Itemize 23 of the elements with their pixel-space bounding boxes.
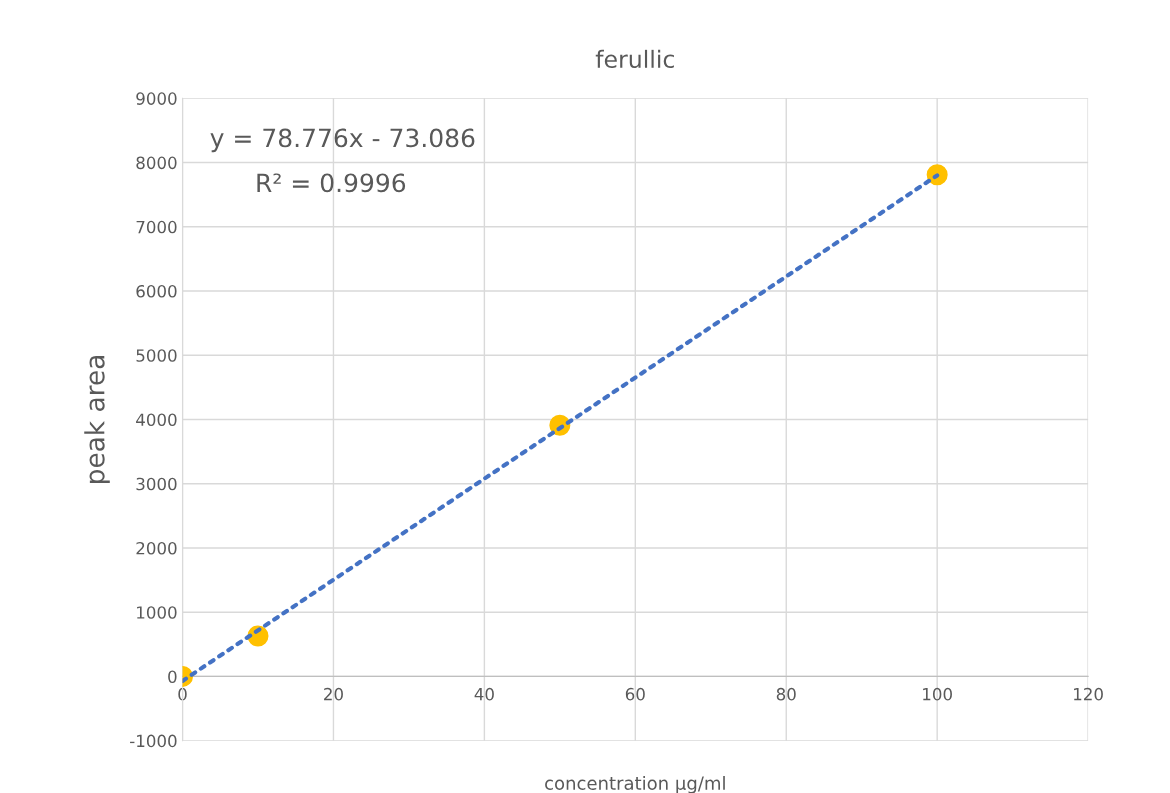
x-tick-label: 100 <box>923 687 952 701</box>
y-tick-label: 2000 <box>136 541 177 555</box>
x-tick-label: 60 <box>625 687 645 701</box>
y-tick-label: 7000 <box>136 220 177 234</box>
y-tick-label: 6000 <box>136 284 177 298</box>
x-tick-label: 0 <box>178 687 187 701</box>
x-tick-label: 20 <box>324 687 343 701</box>
annotation: y = 78.776x - 73.086 <box>210 128 475 153</box>
chart-title: ferullic <box>595 49 674 69</box>
y-tick-label: 0 <box>168 670 177 683</box>
y-axis-title: peak area <box>84 356 110 483</box>
x-tick-label: 40 <box>474 687 494 701</box>
x-axis-title: concentration µg/ml <box>545 775 725 793</box>
y-tick-label: 4000 <box>136 413 177 427</box>
y-tick-label: 3000 <box>136 477 177 491</box>
annotation: R² = 0.9996 <box>257 173 406 193</box>
y-tick-label: 5000 <box>136 349 177 362</box>
x-tick-label: 120 <box>1074 687 1103 701</box>
y-tick-label: 9000 <box>136 92 177 105</box>
x-tick-label: 80 <box>776 687 796 701</box>
y-tick-label: 1000 <box>137 606 177 619</box>
y-tick-label: 8000 <box>136 156 177 170</box>
y-tick-label: -1000 <box>130 734 177 748</box>
